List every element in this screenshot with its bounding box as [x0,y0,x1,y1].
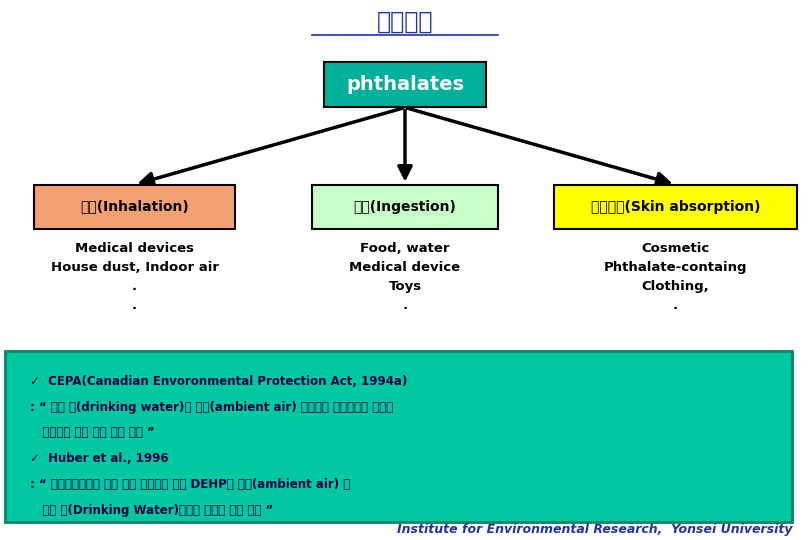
Text: ✓  CEPA(Canadian Envoronmental Protection Act, 1994a): ✓ CEPA(Canadian Envoronmental Protection… [30,375,407,388]
Text: phthalates: phthalates [346,75,464,94]
Text: 노출경로: 노출경로 [377,10,433,34]
FancyBboxPatch shape [324,62,486,107]
Text: 흡입(Inhalation): 흡입(Inhalation) [80,200,189,214]
FancyBboxPatch shape [312,185,498,228]
Text: Food, water
Medical device
Toys
.: Food, water Medical device Toys . [349,242,461,312]
Text: : “ 먹는 물(drinking water)와 대기(ambient air) 중에서의 프탈레이트 수준은: : “ 먹는 물(drinking water)와 대기(ambient air… [30,401,393,414]
Text: 간과할수 있을 정도 농도 수준 ”: 간과할수 있을 정도 농도 수준 ” [30,427,155,440]
Text: : “ 프탈레이트류중 가장 많은 소비량을 가진 DEHP는 대기(ambient air) 및: : “ 프탈레이트류중 가장 많은 소비량을 가진 DEHP는 대기(ambie… [30,478,350,491]
Text: 섭취(Ingestion): 섭취(Ingestion) [353,200,457,214]
Text: Institute for Environmental Research,  Yonsei University: Institute for Environmental Research, Yo… [397,523,792,536]
Text: ✓  Huber et al., 1996: ✓ Huber et al., 1996 [30,452,168,465]
Text: 먹는 물(Drinking Water)에서의 농도는 매우 미량 ”: 먹는 물(Drinking Water)에서의 농도는 매우 미량 ” [30,504,273,517]
Text: 피부흡수(Skin absorption): 피부흡수(Skin absorption) [590,200,760,214]
Text: Cosmetic
Phthalate-containg
Clothing,
.: Cosmetic Phthalate-containg Clothing, . [603,242,747,312]
FancyBboxPatch shape [6,350,792,523]
FancyBboxPatch shape [554,185,796,228]
Text: Medical devices
House dust, Indoor air
.
.: Medical devices House dust, Indoor air .… [50,242,219,312]
FancyBboxPatch shape [34,185,236,228]
